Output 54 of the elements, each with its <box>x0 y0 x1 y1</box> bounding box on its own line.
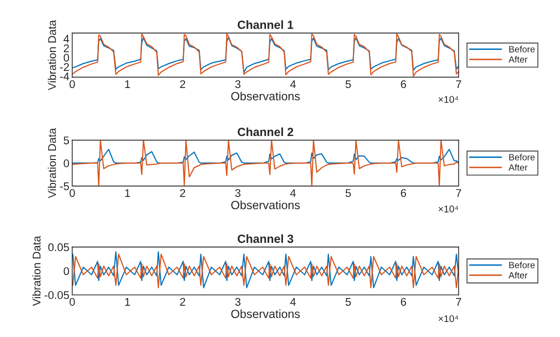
x-tick-label: 3 <box>235 189 240 197</box>
y-tick-label: 0 <box>64 54 70 62</box>
line-series <box>72 140 459 186</box>
x-tick-label: 4 <box>290 298 296 306</box>
x-tick-label: 1 <box>125 298 130 306</box>
x-tick-label: 2 <box>180 298 186 306</box>
chart-title: Channel 3 <box>238 234 294 243</box>
legend-label: Before <box>509 46 535 52</box>
x-tick-label: 6 <box>400 298 406 306</box>
y-tick-label: 2 <box>64 44 69 52</box>
x-axis-title: Observations <box>231 92 300 100</box>
x-axis-title: Observations <box>231 309 300 318</box>
y-tick-label: -4 <box>60 72 70 80</box>
legend-label: Before <box>509 262 535 268</box>
x-tick-label: 7 <box>456 189 462 197</box>
x-axis-title: Observations <box>231 200 300 210</box>
x-tick-label: 6 <box>400 80 406 88</box>
x-tick-label: 5 <box>346 298 351 306</box>
text: After <box>508 164 528 171</box>
y-tick-label: 0.05 <box>48 243 69 252</box>
x-tick-label: 0 <box>70 298 75 306</box>
x-tick-label: 1 <box>125 189 130 197</box>
x-tick-label: 3 <box>235 298 240 306</box>
x-tick-label: 2 <box>180 189 186 197</box>
text: Before <box>509 154 535 160</box>
x-tick-label: 7 <box>456 80 462 88</box>
y-tick-label: 0 <box>64 267 70 276</box>
y-tick-label: -0.05 <box>44 291 69 300</box>
text: ×10⁴ <box>438 315 458 322</box>
x-tick-label: 7 <box>456 298 462 306</box>
y-tick-label: 5 <box>64 136 69 144</box>
y-axis-title: Vibration Data <box>32 236 41 306</box>
x-tick-label: 0 <box>70 189 75 197</box>
x-tick-label: 4 <box>290 80 296 88</box>
legend-label: After <box>508 272 528 278</box>
legend-label: After <box>508 56 528 63</box>
chart-title: Channel 1 <box>238 20 294 29</box>
text: ×10⁴ <box>438 206 458 212</box>
chart-title: Channel 2 <box>238 127 294 136</box>
x-tick-label: 0 <box>70 80 75 88</box>
x-tick-label: 2 <box>180 80 186 88</box>
y-tick-label: 4 <box>64 35 70 43</box>
y-axis-title: Vibration Data <box>48 20 56 90</box>
x-tick-label: 5 <box>346 189 351 197</box>
x-tick-label: 1 <box>125 80 130 88</box>
y-axis-title: Vibration Data <box>48 128 56 198</box>
x-tick-label: 4 <box>290 189 296 197</box>
y-tick-label: 0 <box>64 159 70 168</box>
text: ×10⁴ <box>438 96 458 103</box>
x-tick-label: 6 <box>400 189 406 197</box>
y-tick-label: -5 <box>60 182 69 190</box>
x-tick-label: 5 <box>346 80 351 88</box>
y-tick-label: -2 <box>60 63 69 71</box>
x-tick-label: 3 <box>235 80 240 88</box>
